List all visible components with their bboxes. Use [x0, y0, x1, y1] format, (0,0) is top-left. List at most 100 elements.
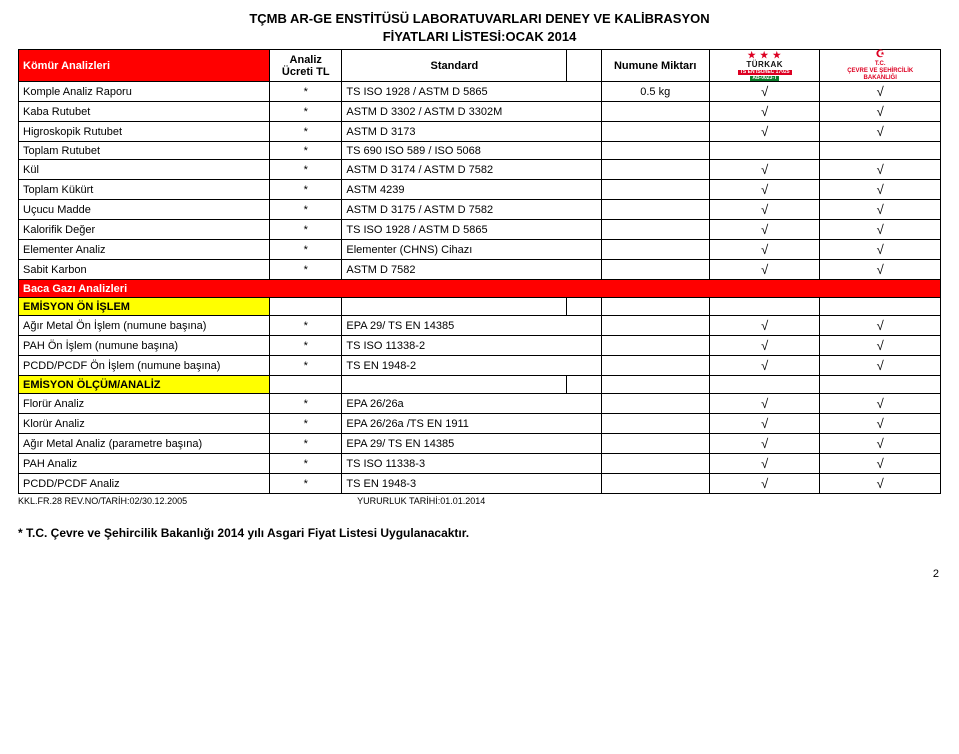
cell-check1: √ [709, 336, 819, 356]
cell-standard: TS EN 1948-3 [342, 474, 601, 494]
turkak-bar1: TS EN ISO/IEC 17025 [738, 70, 792, 75]
table-row: Sabit Karbon*ASTM D 7582√√ [19, 260, 941, 280]
cell-price: * [270, 260, 342, 280]
cell-check1: √ [709, 240, 819, 260]
cell-name: Elementer Analiz [19, 240, 270, 260]
table-row: PAH Analiz*TS ISO 11338-3√√ [19, 454, 941, 474]
footer-line: KKL.FR.28 REV.NO/TARİH:02/30.12.2005 YUR… [18, 496, 941, 506]
cell-check2: √ [820, 474, 941, 494]
cell-name: PAH Ön İşlem (numune başına) [19, 336, 270, 356]
table-row: Toplam Rutubet*TS 690 ISO 589 / ISO 5068 [19, 142, 941, 160]
cell-standard: TS ISO 11338-2 [342, 336, 601, 356]
cell-price: * [270, 180, 342, 200]
cell-price: * [270, 356, 342, 376]
cell-check1: √ [709, 260, 819, 280]
turkak-bar2: AB-0023-T [750, 76, 779, 81]
cell-price: * [270, 474, 342, 494]
cell-name: Uçucu Madde [19, 200, 270, 220]
cell-check2: √ [820, 180, 941, 200]
section-emisyon-olc-row: EMİSYON ÖLÇÜM/ANALİZ [19, 376, 941, 394]
cell-check1: √ [709, 316, 819, 336]
cell-amount [601, 260, 709, 280]
cell-name: Ağır Metal Ön İşlem (numune başına) [19, 316, 270, 336]
table-row: Kalorifik Değer*TS ISO 1928 / ASTM D 586… [19, 220, 941, 240]
cell-check1: √ [709, 180, 819, 200]
cell-standard: TS EN 1948-2 [342, 356, 601, 376]
cell-check1: √ [709, 474, 819, 494]
cell-price: * [270, 142, 342, 160]
table-row: Ağır Metal Ön İşlem (numune başına)*EPA … [19, 316, 941, 336]
table-row: PCDD/PCDF Analiz*TS EN 1948-3√√ [19, 474, 941, 494]
cell-price: * [270, 336, 342, 356]
footnote: * T.C. Çevre ve Şehircilik Bakanlığı 201… [18, 526, 941, 540]
table-row: Florür Analiz*EPA 26/26a√√ [19, 394, 941, 414]
cell-check1: √ [709, 220, 819, 240]
cell-price: * [270, 434, 342, 454]
cell-standard: ASTM D 3175 / ASTM D 7582 [342, 200, 601, 220]
cell-name: PAH Analiz [19, 454, 270, 474]
cell-amount [601, 122, 709, 142]
cell-check2: √ [820, 82, 941, 102]
cell-amount [601, 220, 709, 240]
cell-amount [601, 240, 709, 260]
cell-amount: 0.5 kg [601, 82, 709, 102]
cell-standard: Elementer (CHNS) Cihazı [342, 240, 601, 260]
table-row: Kül*ASTM D 3174 / ASTM D 7582√√ [19, 160, 941, 180]
cell-name: Florür Analiz [19, 394, 270, 414]
logo-turkak-cell: ★ ★ ★ TÜRKAK TS EN ISO/IEC 17025 AB-0023… [709, 50, 819, 82]
cevre-l2: ÇEVRE VE ŞEHİRCİLİK [847, 68, 913, 74]
table-row: Klorür Analiz*EPA 26/26a /TS EN 1911√√ [19, 414, 941, 434]
cell-check1 [709, 142, 819, 160]
cell-price: * [270, 160, 342, 180]
cell-amount [601, 200, 709, 220]
logo-cevre-cell: ☪ T.C. ÇEVRE VE ŞEHİRCİLİK BAKANLIĞI [820, 50, 941, 82]
cell-standard: EPA 26/26a [342, 394, 601, 414]
cell-amount [601, 414, 709, 434]
table-row: Elementer Analiz*Elementer (CHNS) Cihazı… [19, 240, 941, 260]
cell-check2: √ [820, 454, 941, 474]
cell-check1: √ [709, 434, 819, 454]
turkak-text: TÜRKAK [746, 61, 783, 69]
cell-check1: √ [709, 454, 819, 474]
cell-standard: EPA 29/ TS EN 14385 [342, 316, 601, 336]
table-row: Toplam Kükürt*ASTM 4239 √√ [19, 180, 941, 200]
cell-check2: √ [820, 316, 941, 336]
table-row: PCDD/PCDF Ön İşlem (numune başına)*TS EN… [19, 356, 941, 376]
cell-check2: √ [820, 394, 941, 414]
cell-standard: ASTM 4239 [342, 180, 601, 200]
section-emisyon-olc: EMİSYON ÖLÇÜM/ANALİZ [19, 376, 270, 394]
cell-price: * [270, 220, 342, 240]
title-line-1: TÇMB AR-GE ENSTİTÜSÜ LABORATUVARLARI DEN… [18, 10, 941, 28]
cell-standard: ASTM D 7582 [342, 260, 601, 280]
cell-standard: TS ISO 1928 / ASTM D 5865 [342, 220, 601, 240]
cell-amount [601, 180, 709, 200]
cell-amount [601, 474, 709, 494]
cell-standard: TS ISO 1928 / ASTM D 5865 [342, 82, 601, 102]
cell-name: Kalorifik Değer [19, 220, 270, 240]
cell-price: * [270, 316, 342, 336]
page-number: 2 [18, 568, 941, 580]
cell-check2: √ [820, 102, 941, 122]
cell-check1: √ [709, 160, 819, 180]
cell-check2: √ [820, 240, 941, 260]
section-komur: Kömür Analizleri [19, 50, 270, 82]
cevre-l3: BAKANLIĞI [864, 75, 897, 81]
header-row: Kömür Analizleri Analiz Ücreti TL Standa… [19, 50, 941, 82]
cell-check2: √ [820, 434, 941, 454]
cell-price: * [270, 82, 342, 102]
cell-check1: √ [709, 102, 819, 122]
cell-price: * [270, 102, 342, 122]
cell-standard: TS 690 ISO 589 / ISO 5068 [342, 142, 601, 160]
cell-check2 [820, 142, 941, 160]
cell-name: Kül [19, 160, 270, 180]
document-title: TÇMB AR-GE ENSTİTÜSÜ LABORATUVARLARI DEN… [18, 10, 941, 45]
cell-name: Ağır Metal Analiz (parametre başına) [19, 434, 270, 454]
table-row: Uçucu Madde*ASTM D 3175 / ASTM D 7582√√ [19, 200, 941, 220]
cell-name: Toplam Rutubet [19, 142, 270, 160]
cell-name: Toplam Kükürt [19, 180, 270, 200]
section-baca: Baca Gazı Analizleri [19, 280, 941, 298]
cell-check2: √ [820, 414, 941, 434]
table-row: Ağır Metal Analiz (parametre başına)*EPA… [19, 434, 941, 454]
cell-amount [601, 394, 709, 414]
cell-check2: √ [820, 220, 941, 240]
